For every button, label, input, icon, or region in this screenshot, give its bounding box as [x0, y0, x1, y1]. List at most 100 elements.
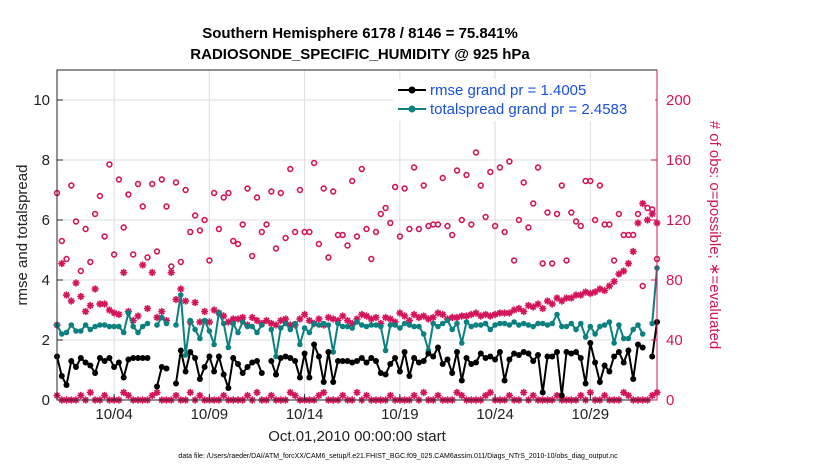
obs-evaluated-point — [439, 310, 447, 319]
rmse-point — [496, 349, 503, 355]
totalspread-point — [292, 320, 298, 327]
rmse-point — [425, 350, 432, 357]
obs-evaluated-point — [96, 300, 104, 308]
rmse-point — [258, 370, 265, 376]
obs-evaluated-point — [601, 286, 609, 295]
obs-evaluated-point — [396, 309, 404, 317]
obs-evaluated-point — [505, 309, 513, 317]
obs-possible-point — [544, 209, 551, 216]
obs-evaluated-point — [524, 301, 532, 310]
obs-possible-point — [234, 240, 242, 248]
rmse-point — [515, 352, 522, 358]
obs-possible-point — [382, 204, 389, 212]
totalspread-point — [82, 322, 89, 328]
obs-evaluated-point — [205, 318, 213, 326]
rmse-point — [196, 376, 203, 382]
rmse-point — [235, 361, 241, 367]
obs-possible-point — [325, 254, 332, 261]
rmse-point — [387, 361, 394, 367]
obs-possible-point — [68, 182, 75, 189]
totalspread-point — [111, 323, 117, 330]
totalspread-point — [501, 320, 508, 327]
obs-possible-point — [482, 213, 489, 221]
totalspread-point — [463, 319, 470, 325]
obs-evaluated-point — [282, 315, 290, 323]
rmse-point — [501, 377, 508, 384]
obs-evaluated-point — [286, 321, 294, 329]
totalspread-point — [216, 310, 222, 316]
rmse-point — [77, 355, 84, 361]
obs-evaluated-point — [462, 312, 471, 320]
obs-evaluated-point — [539, 304, 547, 313]
obs-possible-point — [115, 176, 123, 183]
totalspread-point — [606, 319, 613, 325]
obs-possible-point — [63, 255, 70, 263]
rmse-point — [144, 355, 151, 361]
obs-possible-point — [187, 228, 194, 236]
obs-evaluated-point — [224, 318, 232, 326]
totalspread-point — [230, 320, 236, 327]
x-tick-label: 10/19 — [381, 406, 419, 423]
obs-evaluated-point — [401, 312, 409, 320]
rmse-point — [311, 341, 318, 348]
obs-possible-point — [296, 186, 304, 194]
obs-evaluated-point — [424, 315, 432, 323]
y-tick-label: 0 — [42, 392, 50, 409]
rmse-point — [454, 349, 460, 355]
totalspread-point — [163, 320, 170, 327]
rmse-point — [120, 374, 127, 381]
y-tick-label: 8 — [42, 152, 50, 169]
obs-evaluated-baseline-point — [362, 391, 371, 400]
obs-evaluated-point — [558, 297, 566, 305]
x-tick-label: 10/09 — [191, 406, 229, 423]
totalspread-point — [220, 320, 227, 327]
obs-possible-point — [629, 231, 637, 239]
obs-possible-point — [401, 185, 408, 192]
legend-box — [393, 79, 655, 121]
obs-evaluated-point — [339, 312, 347, 320]
totalspread-point — [187, 317, 194, 324]
rmse-point — [635, 341, 641, 348]
totalspread-point — [268, 326, 275, 333]
obs-possible-point — [201, 216, 208, 224]
obs-possible-point — [110, 251, 118, 258]
obs-evaluated-baseline-point — [196, 391, 204, 400]
rmse-point — [382, 371, 389, 378]
obs-evaluated-baseline-point — [529, 391, 537, 400]
obs-evaluated-baseline-point — [420, 388, 428, 397]
obs-evaluated-baseline-point — [482, 391, 490, 400]
y-right-tick-label: 40 — [666, 332, 683, 349]
rmse-point — [568, 350, 575, 357]
y-tick-label: 6 — [42, 212, 50, 229]
obs-possible-point — [596, 182, 604, 189]
obs-possible-point — [139, 203, 146, 210]
obs-possible-point — [268, 188, 275, 195]
totalspread-point — [416, 323, 422, 330]
obs-evaluated-point — [201, 307, 209, 316]
x-axis-label: Oct.01,2010 00:00:00 start — [268, 428, 446, 445]
obs-possible-point — [587, 177, 594, 185]
rmse-point — [554, 349, 560, 355]
obs-evaluated-baseline-point — [353, 388, 361, 397]
obs-evaluated-baseline-point — [453, 388, 461, 397]
rmse-point — [335, 358, 341, 364]
totalspread-point — [173, 322, 179, 328]
rmse-point — [630, 376, 637, 382]
obs-evaluated-point — [615, 270, 623, 278]
obs-evaluated-point — [353, 315, 361, 323]
obs-possible-point — [82, 225, 89, 233]
rmse-point — [287, 355, 294, 361]
totalspread-point — [330, 349, 337, 355]
rmse-point — [582, 380, 589, 387]
totalspread-point — [578, 320, 584, 327]
obs-evaluated-point — [415, 313, 423, 322]
y-right-tick-label: 80 — [666, 272, 683, 289]
rmse-point — [558, 392, 565, 399]
rmse-point — [525, 350, 532, 357]
obs-evaluated-point — [196, 318, 204, 326]
obs-evaluated-baseline-point — [77, 391, 85, 400]
obs-possible-point — [520, 179, 527, 186]
obs-possible-point — [191, 212, 199, 219]
obs-possible-point — [134, 180, 142, 188]
rmse-line — [651, 321, 658, 357]
